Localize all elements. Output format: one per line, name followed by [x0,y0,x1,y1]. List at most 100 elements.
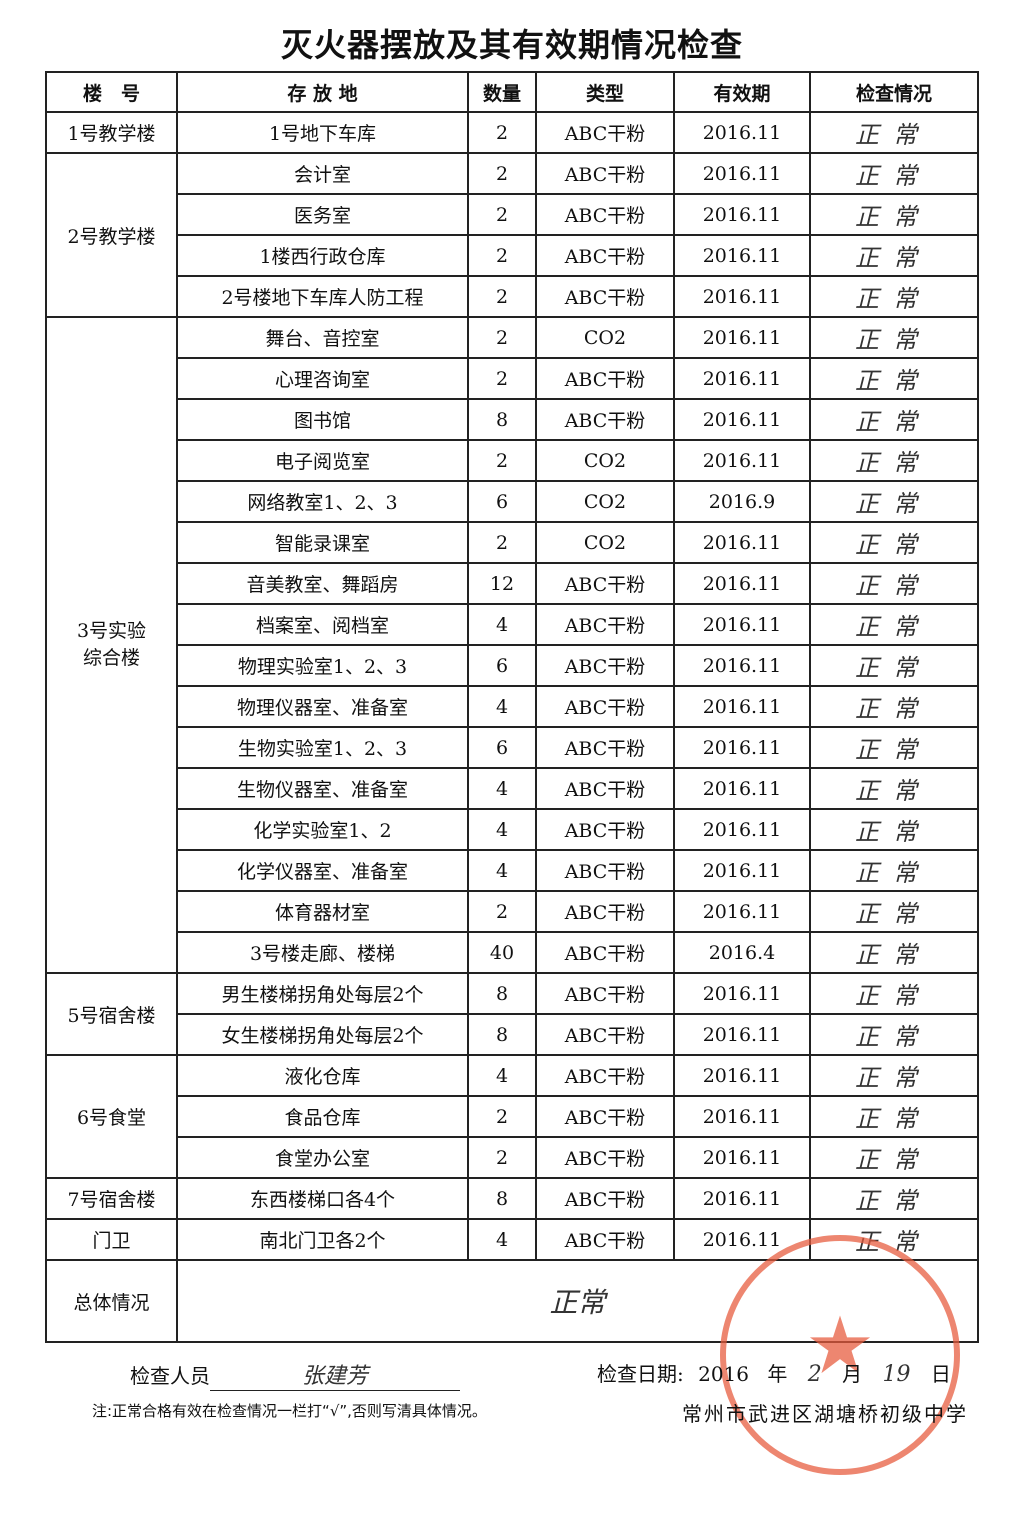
type-cell: CO2 [535,316,675,359]
quantity-cell: 4 [467,1218,537,1261]
check-cell: 正常 [809,1095,979,1138]
quantity-cell: 8 [467,1013,537,1056]
type-cell: ABC干粉 [535,1095,675,1138]
quantity-cell: 2 [467,152,537,195]
location-cell: 网络教室1、2、3 [176,480,469,523]
building-cell: 6号食堂 [45,1054,178,1179]
building-cell: 5号宿舍楼 [45,972,178,1056]
table-row: 化学实验室1、2 4 ABC干粉 2016.11 正常 [46,808,979,851]
table-row: 食堂办公室 2 ABC干粉 2016.11 正常 [46,1136,979,1179]
location-cell: 南北门卫各2个 [176,1218,469,1261]
type-cell: ABC干粉 [535,1218,675,1261]
type-cell: ABC干粉 [535,1136,675,1179]
location-cell: 2号楼地下车库人防工程 [176,275,469,318]
location-cell: 生物实验室1、2、3 [176,726,469,769]
header-check: 检查情况 [809,71,979,113]
location-cell: 1号地下车库 [176,111,469,154]
expiry-cell: 2016.11 [673,152,811,195]
summary-row: 总体情况 正常 [45,1259,979,1343]
expiry-cell: 2016.11 [673,603,811,646]
table-row: 物理仪器室、准备室 4 ABC干粉 2016.11 正常 [46,685,979,728]
date-day: 19 [882,1362,911,1387]
location-cell: 电子阅览室 [176,439,469,482]
location-cell: 图书馆 [176,398,469,441]
type-cell: CO2 [535,439,675,482]
header-location: 存 放 地 [176,71,469,113]
table-row: 6号食堂 液化仓库 4 ABC干粉 2016.11 正常 [45,1054,979,1179]
check-cell: 正常 [809,644,979,687]
expiry-cell: 2016.11 [673,521,811,564]
type-cell: ABC干粉 [535,767,675,810]
expiry-cell: 2016.11 [673,193,811,236]
expiry-cell: 2016.9 [673,480,811,523]
expiry-cell: 2016.11 [673,726,811,769]
quantity-cell: 2 [467,439,537,482]
expiry-cell: 2016.11 [673,1054,811,1097]
date-line: 检查日期: 2016 年 2 月 19 日 [597,1358,951,1387]
quantity-cell: 2 [467,1095,537,1138]
location-cell: 女生楼梯拐角处每层2个 [176,1013,469,1056]
table-row: 2号教学楼 会计室 2 ABC干粉 2016.11 正常 [45,152,979,318]
building-cell: 1号教学楼 [45,111,178,154]
check-cell: 正常 [809,972,979,1015]
table-row: 化学仪器室、准备室 4 ABC干粉 2016.11 正常 [46,849,979,892]
table-row: 3号楼走廊、楼梯 40 ABC干粉 2016.4 正常 [46,931,979,974]
quantity-cell: 4 [467,849,537,892]
building-cell: 门卫 [45,1218,178,1261]
expiry-cell: 2016.11 [673,685,811,728]
type-cell: ABC干粉 [535,275,675,318]
inspector-line: 检查人员 张建芳 [130,1358,460,1391]
check-cell: 正常 [809,1136,979,1179]
quantity-cell: 8 [467,398,537,441]
type-cell: ABC干粉 [535,808,675,851]
expiry-cell: 2016.11 [673,357,811,400]
table-row: 7号宿舍楼 东西楼梯口各4个 8 ABC干粉 2016.11 正常 [45,1177,979,1220]
summary-label: 总体情况 [45,1259,178,1343]
location-cell: 舞台、音控室 [176,316,469,359]
table-row: 3号实验综合楼 舞台、音控室 2 CO2 2016.11 正常 [45,316,979,974]
location-cell: 食品仓库 [176,1095,469,1138]
quantity-cell: 6 [467,644,537,687]
location-cell: 3号楼走廊、楼梯 [176,931,469,974]
quantity-cell: 2 [467,521,537,564]
quantity-cell: 6 [467,480,537,523]
location-cell: 食堂办公室 [176,1136,469,1179]
table-row: 电子阅览室 2 CO2 2016.11 正常 [46,439,979,482]
quantity-cell: 2 [467,234,537,277]
location-cell: 化学仪器室、准备室 [176,849,469,892]
expiry-cell: 2016.11 [673,808,811,851]
table-row: 5号宿舍楼 男生楼梯拐角处每层2个 8 ABC干粉 2016.11 正常 [45,972,979,1056]
header-row: 楼 号 存 放 地 数量 类型 有效期 检查情况 [45,71,979,113]
school-name: 常州市武进区湖塘桥初级中学 [682,1402,968,1426]
table-row: 门卫 南北门卫各2个 4 ABC干粉 2016.11 正常 [45,1218,979,1261]
type-cell: ABC干粉 [535,726,675,769]
check-cell: 正常 [809,111,979,154]
quantity-cell: 2 [467,316,537,359]
quantity-cell: 2 [467,111,537,154]
type-cell: ABC干粉 [535,972,675,1015]
quantity-cell: 2 [467,890,537,933]
location-cell: 1楼西行政仓库 [176,234,469,277]
check-cell: 正常 [809,316,979,359]
type-cell: ABC干粉 [535,644,675,687]
type-cell: ABC干粉 [535,357,675,400]
type-cell: ABC干粉 [535,685,675,728]
footnote: 注:正常合格有效在检查情况一栏打“√”,否则写清具体情况。 [92,1402,487,1420]
check-cell: 正常 [809,890,979,933]
type-cell: ABC干粉 [535,152,675,195]
check-cell: 正常 [809,480,979,523]
quantity-cell: 4 [467,808,537,851]
type-cell: ABC干粉 [535,1054,675,1097]
expiry-cell: 2016.11 [673,1013,811,1056]
check-cell: 正常 [809,726,979,769]
day-unit: 日 [930,1362,951,1386]
location-cell: 智能录课室 [176,521,469,564]
inspector-signature: 张建芳 [301,1364,368,1389]
expiry-cell: 2016.11 [673,398,811,441]
type-cell: ABC干粉 [535,234,675,277]
check-cell: 正常 [809,603,979,646]
table-row: 物理实验室1、2、3 6 ABC干粉 2016.11 正常 [46,644,979,687]
location-cell: 会计室 [176,152,469,195]
check-cell: 正常 [809,1177,979,1220]
type-cell: ABC干粉 [535,603,675,646]
